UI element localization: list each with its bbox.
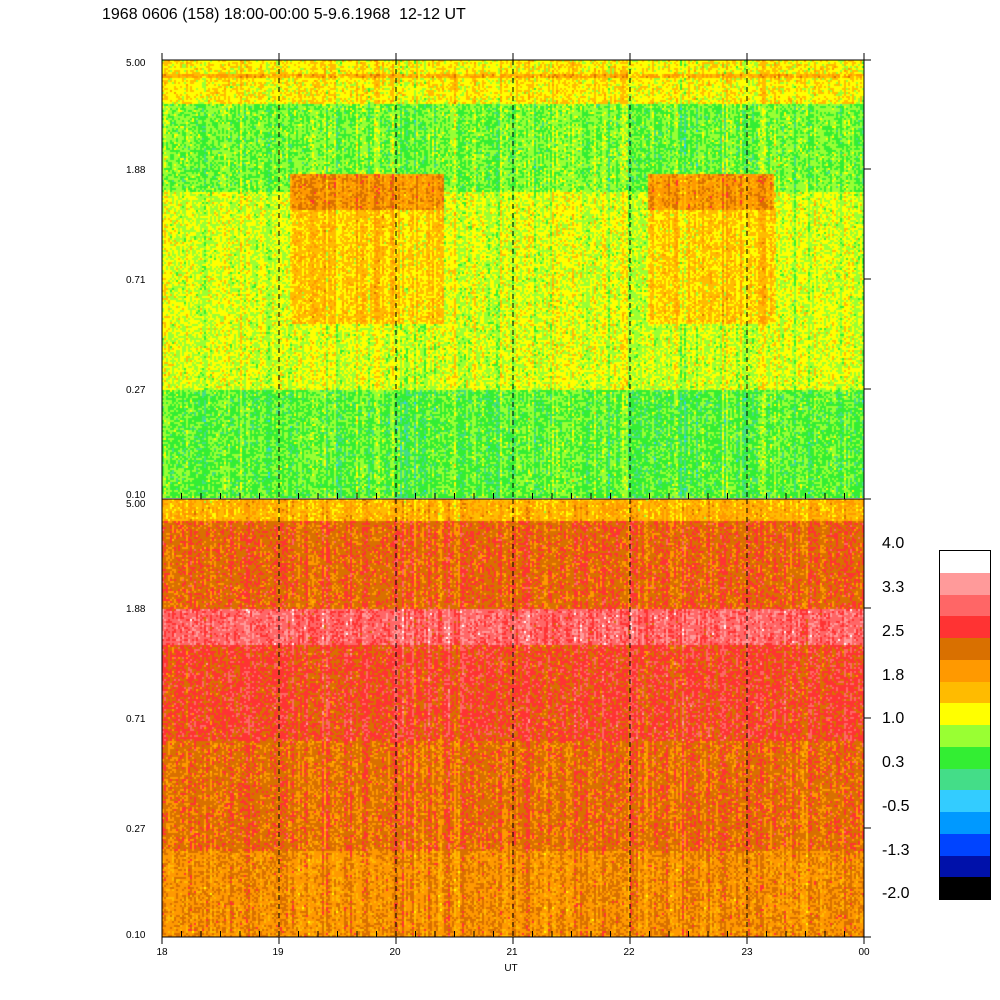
bottom-ytick-label: 0.27 (126, 824, 146, 835)
top-hour-gridlines (278, 60, 748, 498)
colorbar-swatch (940, 855, 990, 878)
colorbar-label: -2.0 (882, 885, 910, 902)
xtick-label: 18 (156, 947, 168, 958)
colorbar-swatch (940, 768, 990, 791)
colorbar-label: 1.8 (882, 667, 905, 684)
top-ytick-label: 0.10 (126, 490, 146, 501)
xtick-label: 22 (623, 947, 635, 958)
colorbar-swatch (940, 833, 990, 856)
bottom-ytick-label: 0.71 (126, 714, 146, 725)
colorbar-swatch (940, 572, 990, 595)
spectrogram-top-panel (162, 60, 864, 498)
bottom-hour-gridlines (278, 499, 748, 937)
colorbar-swatch (940, 681, 990, 704)
xtick-label: 21 (506, 947, 518, 958)
chart-title: 1968 0606 (158) 18:00-00:00 5-9.6.1968 1… (102, 6, 466, 23)
top-ytick-label: 1.88 (126, 165, 146, 176)
colorbar-label: 3.3 (882, 579, 905, 596)
colorbar-swatch (940, 594, 990, 617)
colorbar-label: 1.0 (882, 710, 905, 727)
xtick-label: 19 (272, 947, 284, 958)
colorbar-swatch (940, 638, 990, 660)
bottom-ytick-label: 1.88 (126, 604, 146, 615)
colorbar-swatch (940, 790, 990, 812)
colorbar-label: 4.0 (882, 535, 905, 552)
colorbar-label: 0.3 (882, 754, 905, 771)
colorbar-swatch (940, 551, 990, 573)
colorbar-label: 2.5 (882, 623, 905, 640)
colorbar (939, 550, 991, 900)
colorbar-swatch (940, 725, 990, 747)
colorbar-swatch (940, 877, 990, 899)
colorbar-swatch (940, 703, 990, 725)
colorbar-label: -1.3 (882, 842, 910, 859)
spectrogram-bottom-panel (162, 499, 864, 937)
colorbar-swatch (940, 659, 990, 682)
top-ytick-label: 5.00 (126, 58, 146, 69)
colorbar-label: -0.5 (882, 798, 910, 815)
bottom-ytick-label: 0.10 (126, 930, 146, 941)
top-ytick-label: 0.27 (126, 385, 146, 396)
xtick-label: 20 (389, 947, 401, 958)
bottom-ytick-label: 5.00 (126, 499, 146, 510)
xtick-label: 00 (858, 947, 870, 958)
top-ytick-label: 0.71 (126, 275, 146, 286)
colorbar-swatch (940, 812, 990, 834)
xtick-label: 23 (741, 947, 753, 958)
colorbar-swatch (940, 746, 990, 769)
x-axis-label: UT (504, 963, 518, 974)
colorbar-swatch (940, 616, 990, 638)
